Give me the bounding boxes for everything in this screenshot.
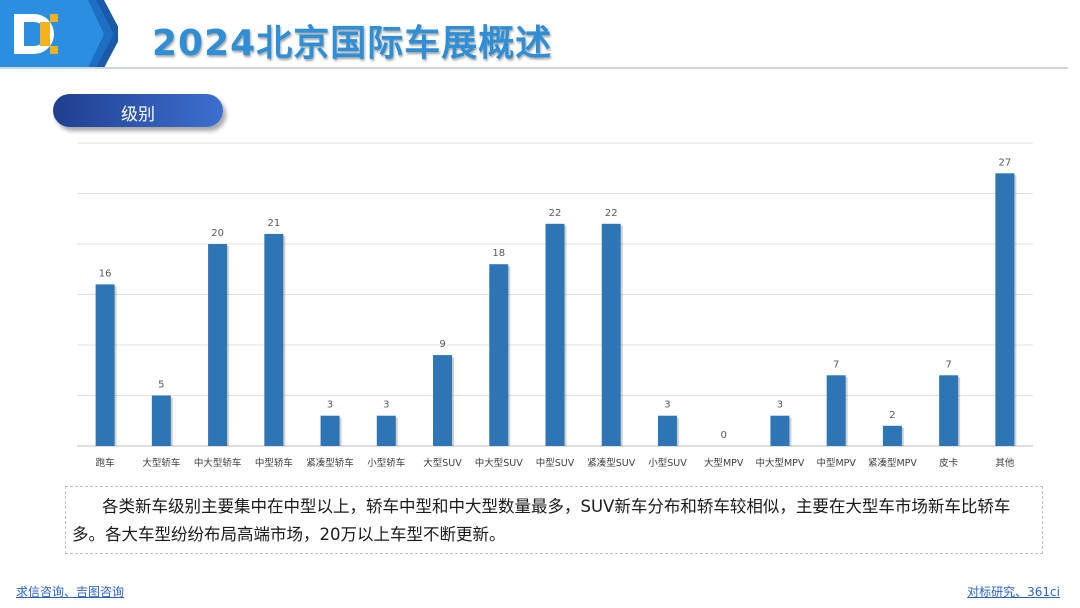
data-label: 3 <box>327 400 333 411</box>
data-label: 0 <box>721 430 727 441</box>
bar <box>489 264 509 446</box>
x-tick-label: 大型SUV <box>423 457 462 469</box>
x-tick-label: 跑车 <box>96 457 115 469</box>
bar <box>433 355 453 446</box>
data-label: 22 <box>549 208 562 219</box>
x-tick-label: 紧凑型SUV <box>587 457 635 469</box>
x-tick-label: 小型轿车 <box>367 457 405 469</box>
bar <box>545 223 565 446</box>
bar <box>601 223 621 446</box>
page-title: 2024北京国际车展概述 <box>152 23 553 64</box>
bar <box>95 284 115 446</box>
bar <box>939 375 959 446</box>
x-tick-label: 紧凑型MPV <box>868 457 917 469</box>
data-label: 3 <box>664 400 670 411</box>
x-tick-label: 中大型MPV <box>755 457 804 469</box>
header-divider <box>0 67 1068 69</box>
x-tick-label: 小型SUV <box>648 458 687 469</box>
summary-box: 各类新车级别主要集中在中型以上，轿车中型和中大型数量最多，SUV新车分布和轿车较… <box>65 486 1043 554</box>
brand-logo <box>0 0 118 68</box>
footer-source-link[interactable]: 求信咨询、吉图咨询 <box>16 585 125 599</box>
data-label: 3 <box>777 400 783 411</box>
section-label: 级别 <box>121 105 155 125</box>
summary-text: 各类新车级别主要集中在中型以上，轿车中型和中大型数量最多，SUV新车分布和轿车较… <box>72 497 1011 544</box>
x-tick-label: 紧凑型轿车 <box>306 457 354 469</box>
data-label: 5 <box>158 380 164 391</box>
x-tick-label: 其他 <box>995 457 1015 469</box>
x-tick-label: 中型MPV <box>816 457 856 469</box>
footer-research-link[interactable]: 对标研究、361ci <box>967 585 1060 599</box>
data-label: 2 <box>889 410 895 421</box>
section-pill: 级别 <box>53 94 223 127</box>
data-label: 3 <box>383 400 389 411</box>
data-label: 22 <box>605 208 618 219</box>
bar <box>995 173 1015 447</box>
data-label: 27 <box>999 157 1012 168</box>
x-tick-label: 中大型轿车 <box>194 457 242 469</box>
data-label: 18 <box>492 248 505 259</box>
data-label: 7 <box>833 359 839 370</box>
bar <box>264 233 284 446</box>
bar <box>770 415 790 446</box>
bar <box>320 415 340 446</box>
data-label: 9 <box>439 339 445 350</box>
data-label: 20 <box>211 228 224 239</box>
x-tick-label: 大型轿车 <box>142 457 180 469</box>
bar <box>657 415 677 446</box>
bar <box>208 244 228 446</box>
bar <box>151 395 171 446</box>
bar <box>882 425 902 446</box>
bar <box>826 375 846 446</box>
data-label: 7 <box>945 359 951 370</box>
bar <box>376 415 396 446</box>
x-tick-label: 中型轿车 <box>255 457 293 469</box>
x-tick-label: 皮卡 <box>939 457 959 469</box>
x-tick-label: 大型MPV <box>704 457 744 469</box>
x-tick-label: 中大型SUV <box>475 457 523 469</box>
data-label: 16 <box>99 268 112 279</box>
x-tick-label: 中型SUV <box>536 457 575 469</box>
data-label: 21 <box>267 218 280 229</box>
